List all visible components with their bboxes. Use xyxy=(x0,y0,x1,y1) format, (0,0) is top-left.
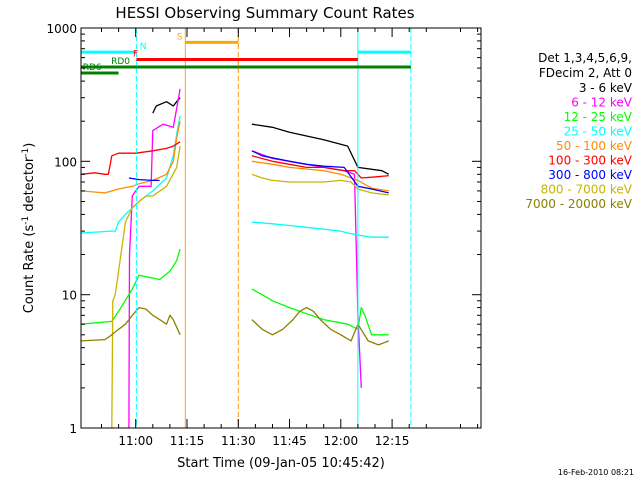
legend-entry-7000-20000-kev: 7000 - 20000 keV xyxy=(525,197,632,211)
y-tick-label-10: 10 xyxy=(62,289,77,303)
status-bar-label-f: F xyxy=(133,50,138,60)
series-line-50-100-kev-seg1 xyxy=(251,160,389,192)
legend-entry-6-12-kev: 6 - 12 keV xyxy=(571,96,633,110)
series-line-7000-20000-kev-seg0 xyxy=(80,306,181,342)
legend-entry-50-100-kev: 50 - 100 keV xyxy=(556,139,633,153)
y-tick-label-1000: 1000 xyxy=(46,22,77,36)
plot-frame xyxy=(80,27,482,429)
series-line-50-100-kev-seg0 xyxy=(80,121,181,194)
y-tick-label-1: 1 xyxy=(69,422,77,436)
series-line-800-7000-kev-seg0 xyxy=(111,145,181,429)
series-line-300-800-kev-seg0 xyxy=(128,177,160,182)
x-tick-label-12-15: 12:15 xyxy=(375,434,410,448)
series-line-3-6-kev-seg1 xyxy=(251,123,390,175)
series-line-800-7000-kev-seg1 xyxy=(251,173,389,196)
legend-entry-25-50-kev: 25 - 50 keV xyxy=(564,125,633,139)
y-axis-ticks: 1 10 100 1000 xyxy=(46,22,481,436)
series-line-100-300-kev-seg1 xyxy=(251,155,389,179)
y-tick-label-100: 100 xyxy=(54,155,77,169)
x-tick-label-11-00: 11:00 xyxy=(118,434,153,448)
x-tick-label-11-30: 11:30 xyxy=(221,434,256,448)
series-line-6-12-kev-seg1 xyxy=(251,150,362,388)
y-axis-label-sup1: -1 xyxy=(21,216,31,225)
series-line-6-12-kev-seg0 xyxy=(128,88,181,429)
status-bar-label-s: S xyxy=(177,32,183,42)
series-line-7000-20000-kev-seg1 xyxy=(251,306,389,346)
series-line-3-6-kev-seg0 xyxy=(152,97,181,114)
legend-entry-300-800-kev: 300 - 800 keV xyxy=(548,168,632,182)
x-tick-label-11-15: 11:15 xyxy=(170,434,205,448)
y-axis-label-end: ) xyxy=(22,143,37,148)
x-tick-label-12-00: 12:00 xyxy=(324,434,359,448)
series-line-100-300-kev-seg0 xyxy=(80,141,181,175)
legend-entry-12-25-kev: 12 - 25 keV xyxy=(564,110,633,124)
status-bar-label-rd6: RD6 xyxy=(83,63,102,73)
y-axis-label: Count Rate (s-1 detector-1) xyxy=(21,143,37,314)
series-line-12-25-kev-seg1 xyxy=(251,288,389,336)
series-line-12-25-kev-seg0 xyxy=(80,248,181,325)
chart-data-lines xyxy=(80,88,390,429)
legend-header-line-2: FDecim 2, Att 0 xyxy=(539,66,632,80)
x-axis-ticks: 11:00 11:15 11:30 11:45 12:00 12:15 xyxy=(101,28,479,448)
y-axis-label-mid: detector xyxy=(22,156,37,216)
y-axis-label-main: Count Rate (s xyxy=(22,225,37,314)
series-line-25-50-kev-seg1 xyxy=(251,221,389,238)
legend-entry-100-300-kev: 100 - 300 keV xyxy=(548,154,632,168)
legend-entry-800-7000-kev: 800 - 7000 keV xyxy=(541,183,633,197)
y-axis-label-sup2: -1 xyxy=(21,148,31,157)
x-axis-label: Start Time (09-Jan-05 10:45:42) xyxy=(177,456,385,471)
status-bar-label-n: N xyxy=(140,42,147,52)
status-bar-label-rd0: RD0 xyxy=(111,57,130,67)
footer-date: 16-Feb-2010 08:21 xyxy=(558,468,634,477)
legend-header-line-1: Det 1,3,4,5,6,9, xyxy=(538,51,632,65)
chart-legend: Det 1,3,4,5,6,9, FDecim 2, Att 0 3 - 6 k… xyxy=(525,51,632,211)
legend-entry-3-6-kev: 3 - 6 keV xyxy=(579,81,633,95)
series-line-300-800-kev-seg1 xyxy=(251,150,389,194)
chart-title: HESSI Observing Summary Count Rates xyxy=(115,4,414,22)
x-tick-label-11-45: 11:45 xyxy=(272,434,307,448)
